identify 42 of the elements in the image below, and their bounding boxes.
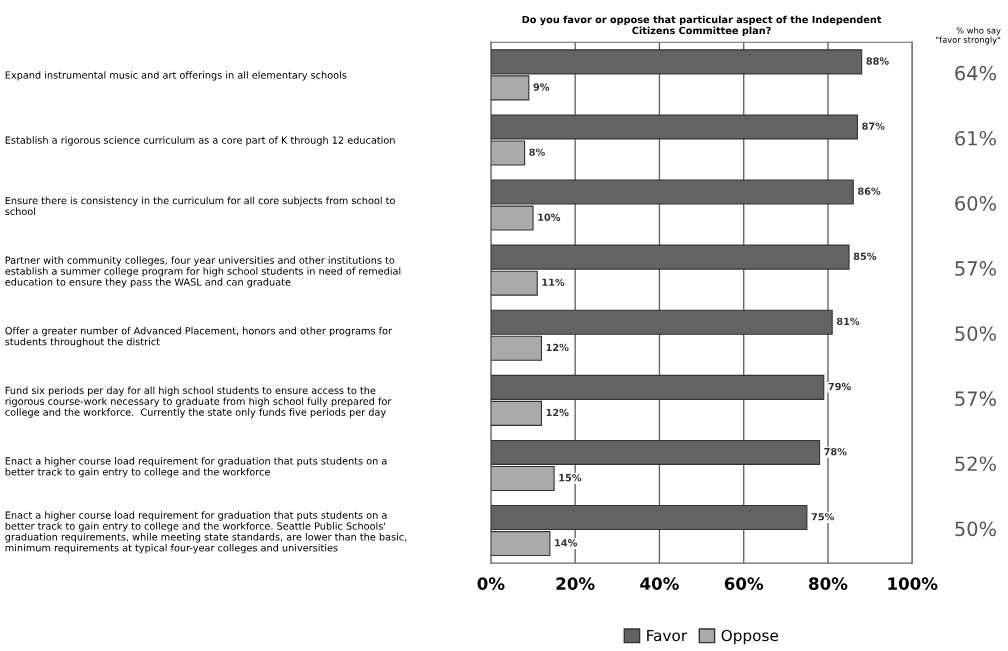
text: 50% bbox=[955, 326, 996, 341]
data-label: 88% bbox=[866, 57, 889, 65]
text: 61% bbox=[955, 130, 996, 146]
text: 57% bbox=[955, 391, 996, 407]
data-label: 15% bbox=[559, 473, 582, 482]
data-label: 12% bbox=[546, 343, 569, 352]
legend-label: Oppose bbox=[721, 629, 779, 645]
data-label: 8% bbox=[529, 148, 545, 156]
data-label: 12% bbox=[546, 408, 569, 417]
y-tick-label: Enact a higher course load requirement for graduation that puts students on a better track to gain entry to college and the workforce. Seattle Public Schools' graduation requirements, while meeting state standards, are lower than the basic, minimum requirements at typical four-year colleges and universities bbox=[5, 511, 407, 554]
text: 50% bbox=[955, 521, 996, 537]
text: 60% bbox=[955, 196, 996, 211]
x-tick-label: 0% bbox=[477, 577, 505, 590]
x-tick-label: 40% bbox=[640, 577, 679, 590]
legend-label: Favor bbox=[647, 629, 688, 642]
data-label: 85% bbox=[853, 252, 877, 260]
y-tick-label: Establish a rigorous science curriculum as a core part of K through 12 education bbox=[5, 136, 395, 146]
y-tick-label: Fund six periods per day for all high school students to ensure access to the rigorous course-work necessary to graduate from high school fully prepared for college and the workforce. Currently the state only funds five periods per day bbox=[5, 386, 392, 418]
x-tick-label: 60% bbox=[724, 577, 764, 590]
text: 64% bbox=[955, 65, 996, 81]
data-label: 79% bbox=[828, 382, 851, 391]
y-tick-label: Expand instrumental music and art offerings in all elementary schools bbox=[5, 71, 347, 81]
x-tick-label: 20% bbox=[556, 577, 595, 590]
text: % who say "favor strongly" bbox=[936, 27, 1001, 45]
data-label: 81% bbox=[836, 317, 860, 326]
x-tick-label: 80% bbox=[809, 577, 848, 590]
y-tick-label: Partner with community colleges, four year universities and other institutions to establish a summer college program for high school students in need of remedial education to ensure they pass the WASL and can graduate bbox=[5, 256, 401, 288]
y-tick-label: Enact a higher course load requirement for graduation that puts students on a better track to gain entry to college and the workforce bbox=[5, 457, 387, 478]
text: 57% bbox=[955, 261, 996, 276]
y-tick-label: Offer a greater number of Advanced Placement, honors and other programs for students throughout the district bbox=[5, 326, 392, 348]
text: 52% bbox=[955, 456, 996, 472]
x-tick-label: 100% bbox=[888, 577, 938, 590]
data-label: 78% bbox=[824, 447, 847, 456]
data-label: 75% bbox=[811, 513, 835, 521]
y-tick-label: Ensure there is consistency in the curriculum for all core subjects from school to school bbox=[5, 196, 395, 216]
chart-title: Do you favor or oppose that particular aspect of the Independent Citizens Committee plan? bbox=[522, 15, 882, 36]
data-label: 11% bbox=[542, 278, 565, 287]
data-label: 87% bbox=[862, 122, 885, 130]
data-label: 14% bbox=[555, 539, 578, 547]
data-label: 9% bbox=[533, 83, 550, 91]
data-label: 10% bbox=[538, 213, 561, 221]
data-label: 86% bbox=[858, 187, 881, 195]
